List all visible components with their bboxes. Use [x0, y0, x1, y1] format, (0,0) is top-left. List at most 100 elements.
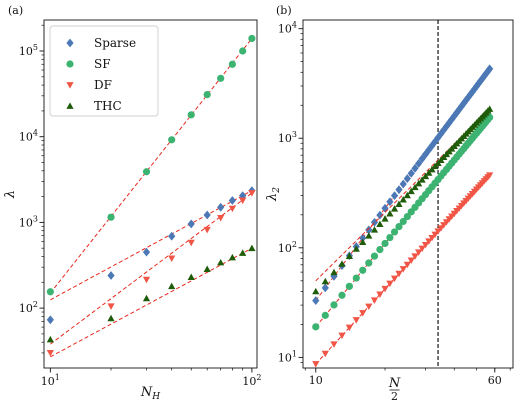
data-point — [457, 101, 466, 111]
data-point — [395, 270, 403, 278]
legend-item-sparse: Sparse — [66, 36, 136, 50]
y-tick-label: 104 — [19, 129, 38, 144]
data-point — [421, 241, 430, 249]
data-point — [437, 225, 445, 232]
legend-marker — [66, 102, 74, 109]
series-sparse — [46, 186, 256, 325]
data-point — [428, 234, 436, 242]
data-point — [376, 291, 384, 298]
plot-area — [312, 20, 494, 368]
data-point — [415, 249, 423, 256]
data-point — [142, 276, 151, 284]
data-point — [352, 274, 360, 282]
data-point — [46, 335, 54, 343]
data-point — [228, 205, 236, 213]
data-point — [352, 317, 360, 324]
data-point — [168, 136, 176, 144]
data-point — [370, 297, 379, 304]
data-point — [330, 301, 338, 309]
data-point — [46, 350, 54, 357]
data-point — [248, 190, 256, 197]
data-point — [239, 197, 247, 205]
y-axis-label: λ — [3, 190, 18, 199]
x-axis-label: N2 — [388, 376, 401, 403]
chart-panel-b: (b) 10 60 101 102 103 104 N2 λ2 — [265, 4, 514, 403]
data-point — [395, 223, 403, 231]
data-point — [386, 280, 394, 288]
y-tick-label: 105 — [19, 43, 38, 58]
data-point — [312, 296, 320, 305]
x-tick-label: 10 — [309, 374, 323, 387]
axis-ticks: 101 102 102 103 104 105 — [19, 24, 261, 388]
data-point — [142, 247, 151, 257]
data-point — [239, 249, 247, 256]
series-sf — [312, 113, 494, 331]
data-point — [460, 98, 468, 108]
data-point — [476, 76, 485, 86]
legend-marker — [66, 38, 74, 48]
legend-item-df: DF — [66, 78, 112, 92]
data-point — [407, 257, 415, 264]
data-point — [418, 176, 426, 183]
data-point — [365, 259, 373, 267]
plot-frame — [43, 19, 258, 369]
data-point — [203, 226, 211, 234]
data-point — [482, 69, 490, 78]
data-point — [107, 314, 115, 322]
data-point — [411, 253, 419, 260]
data-point — [239, 47, 247, 55]
data-point — [425, 169, 433, 176]
y-tick-label: 103 — [278, 130, 297, 145]
data-point — [46, 315, 54, 325]
fit-line — [50, 192, 253, 345]
data-point — [462, 95, 470, 105]
data-point — [376, 220, 384, 228]
data-point — [418, 154, 426, 164]
data-point — [168, 231, 176, 241]
data-point — [425, 145, 433, 155]
data-point — [381, 215, 389, 222]
data-point — [390, 205, 399, 212]
data-point — [403, 174, 411, 183]
data-point — [217, 74, 225, 82]
data-point — [421, 172, 430, 180]
data-point — [321, 283, 329, 293]
data-point — [381, 239, 389, 248]
data-point — [376, 210, 384, 220]
data-point — [407, 187, 415, 195]
y-tick-label: 102 — [278, 240, 297, 255]
y-tick-label: 104 — [278, 21, 297, 36]
axis-ticks: 10 60 101 102 103 104 — [278, 21, 511, 387]
data-point — [486, 105, 494, 112]
data-point — [403, 212, 411, 221]
data-point — [321, 311, 329, 319]
data-point — [486, 172, 494, 179]
plot-frame — [302, 19, 514, 369]
data-point — [486, 64, 494, 74]
data-point — [399, 196, 407, 203]
series-df — [312, 172, 494, 368]
data-point — [228, 253, 236, 261]
data-point — [168, 282, 176, 290]
data-point — [321, 277, 329, 285]
fit-line — [315, 174, 491, 365]
data-point — [421, 149, 430, 159]
data-point — [359, 310, 367, 317]
data-point — [431, 231, 439, 239]
x-tick-label: 102 — [242, 373, 261, 388]
data-point — [450, 111, 458, 121]
data-point — [345, 324, 353, 332]
data-point — [365, 303, 373, 311]
data-point — [395, 185, 403, 195]
series-sf — [46, 34, 256, 296]
data-point — [168, 255, 176, 263]
data-point — [431, 137, 439, 147]
data-point — [395, 200, 403, 207]
data-point — [312, 287, 320, 295]
data-point — [217, 258, 225, 266]
data-point — [46, 288, 54, 296]
data-point — [415, 179, 423, 187]
fit-line — [49, 38, 253, 294]
data-point — [370, 252, 379, 260]
